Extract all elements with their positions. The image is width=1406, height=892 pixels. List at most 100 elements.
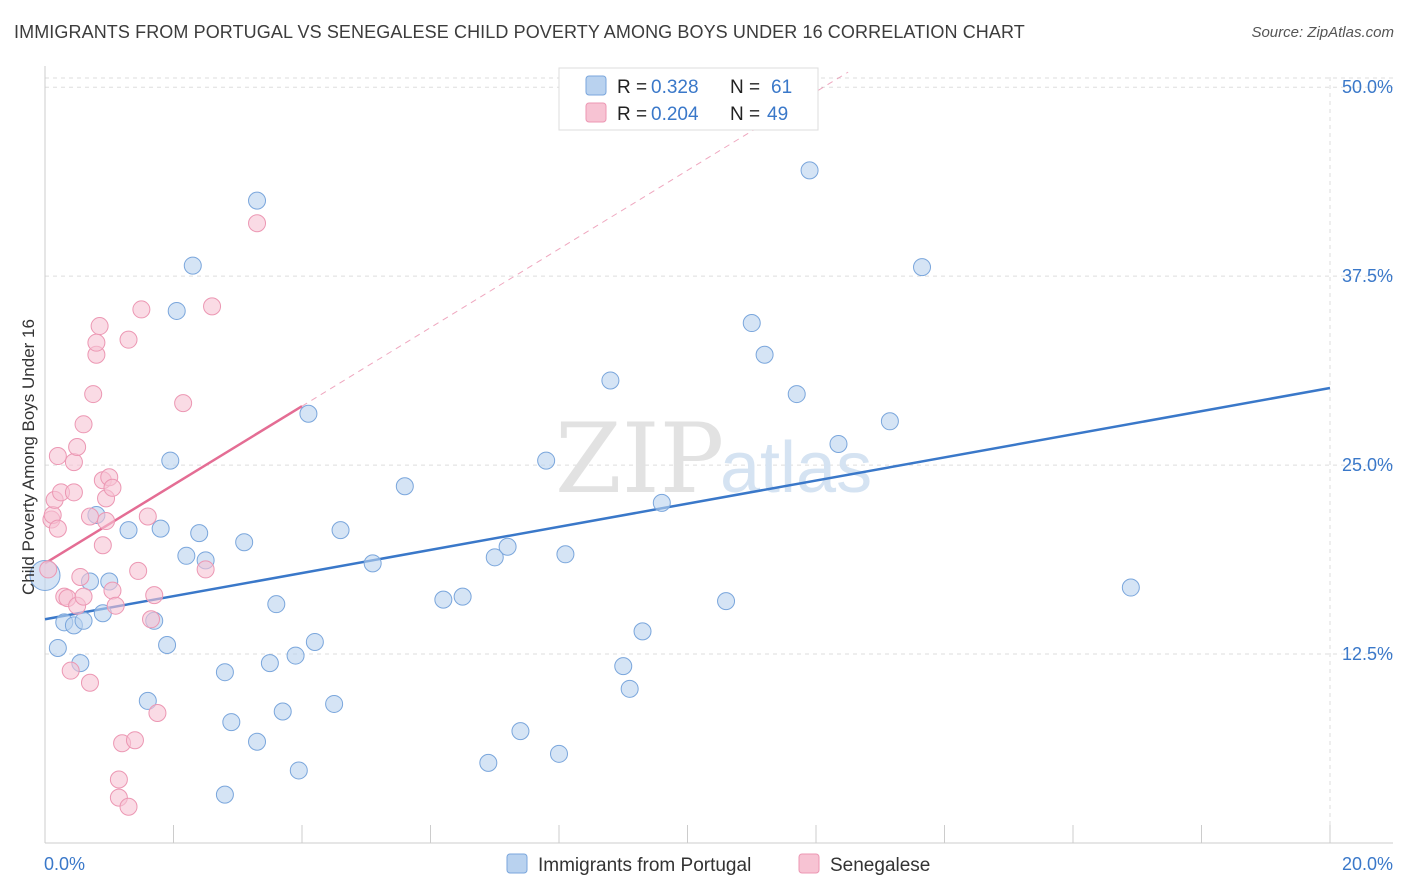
- point-portugal: [633, 622, 652, 641]
- point-portugal: [267, 595, 286, 614]
- point-senegalese: [129, 561, 148, 580]
- point-portugal: [286, 646, 305, 665]
- point-portugal: [183, 256, 202, 275]
- x-tick-labels: 0.0% 20.0%: [44, 854, 1393, 874]
- point-portugal: [363, 554, 382, 573]
- legend-n-value-portugal: 61: [771, 77, 792, 98]
- point-portugal: [235, 533, 254, 552]
- point-senegalese: [74, 415, 93, 434]
- point-senegalese: [125, 731, 144, 750]
- point-senegalese: [148, 704, 167, 723]
- legend-n-value-senegalese: 49: [767, 104, 788, 125]
- point-portugal: [829, 434, 848, 453]
- legend-r-value-senegalese: 0.204: [651, 104, 699, 125]
- point-senegalese: [61, 661, 80, 680]
- legend-swatch-senegalese: [585, 102, 607, 123]
- series-legend: Immigrants from Portugal Senegalese: [506, 853, 930, 876]
- point-senegalese: [80, 507, 99, 526]
- point-senegalese: [64, 453, 83, 472]
- point-portugal: [299, 404, 318, 423]
- y-axis-label: Child Poverty Among Boys Under 16: [19, 319, 38, 595]
- point-portugal: [248, 732, 267, 751]
- correlation-legend: R = 0.328 N = 61 R = 0.204 N = 49: [558, 67, 819, 131]
- point-portugal: [138, 691, 157, 710]
- point-senegalese: [39, 560, 58, 579]
- point-portugal: [273, 702, 292, 721]
- point-senegalese: [132, 300, 151, 319]
- point-senegalese: [145, 586, 164, 605]
- point-portugal: [167, 301, 186, 320]
- point-portugal: [151, 519, 170, 538]
- point-portugal: [498, 537, 517, 556]
- point-senegalese: [80, 673, 99, 692]
- legend-n-label: N =: [730, 77, 760, 98]
- point-senegalese: [97, 512, 116, 531]
- point-portugal: [880, 412, 899, 431]
- point-portugal: [1121, 578, 1140, 597]
- point-senegalese: [203, 297, 222, 316]
- trendline-senegalese: [44, 405, 303, 565]
- point-senegalese: [142, 610, 161, 629]
- legend-n-label: N =: [730, 104, 760, 125]
- chart-title: IMMIGRANTS FROM PORTUGAL VS SENEGALESE C…: [14, 22, 1025, 42]
- point-portugal: [453, 587, 472, 606]
- point-portugal: [511, 722, 530, 741]
- y-tick-labels: 12.5% 25.0% 37.5% 50.0%: [1342, 77, 1393, 664]
- point-portugal: [331, 521, 350, 540]
- point-senegalese: [87, 333, 106, 352]
- point-portugal: [222, 713, 241, 732]
- series-legend-label-senegalese: Senegalese: [830, 855, 930, 876]
- point-senegalese: [84, 385, 103, 404]
- point-senegalese: [48, 519, 67, 538]
- point-senegalese: [90, 317, 109, 336]
- point-portugal: [614, 657, 633, 676]
- x-tick-label-max: 20.0%: [1342, 854, 1393, 874]
- y-tick-label: 50.0%: [1342, 77, 1393, 97]
- point-senegalese: [48, 447, 67, 466]
- point-portugal: [289, 761, 308, 780]
- source-credit: Source: ZipAtlas.com: [1251, 24, 1394, 41]
- point-portugal: [620, 679, 639, 698]
- legend-r-label: R =: [617, 77, 647, 98]
- legend-swatch-portugal: [585, 75, 607, 96]
- point-portugal: [395, 477, 414, 496]
- point-portugal: [215, 785, 234, 804]
- point-portugal: [550, 744, 568, 763]
- point-portugal: [800, 161, 819, 180]
- series-legend-swatch-portugal: [506, 853, 528, 874]
- legend-r-label: R =: [617, 104, 647, 125]
- point-portugal: [652, 493, 671, 512]
- point-senegalese: [103, 478, 122, 497]
- point-senegalese: [119, 797, 138, 816]
- series-legend-swatch-senegalese: [798, 853, 820, 874]
- point-senegalese: [248, 214, 267, 233]
- point-portugal: [537, 451, 556, 470]
- legend-r-value-portugal: 0.328: [651, 77, 699, 98]
- y-tick-label: 25.0%: [1342, 455, 1393, 475]
- point-senegalese: [106, 596, 125, 615]
- point-senegalese: [119, 330, 138, 349]
- point-senegalese: [64, 483, 83, 502]
- watermark-atlas: atlas: [720, 428, 872, 508]
- point-senegalese: [74, 587, 93, 606]
- point-portugal: [190, 524, 209, 543]
- point-portugal: [434, 590, 453, 609]
- point-portugal: [305, 632, 324, 651]
- point-portugal: [119, 521, 138, 540]
- x-tick-label-min: 0.0%: [44, 854, 85, 874]
- point-senegalese: [93, 536, 112, 555]
- point-senegalese: [71, 567, 90, 586]
- watermark-zip: ZIP: [555, 403, 724, 515]
- point-portugal: [161, 451, 180, 470]
- axes: [44, 66, 1393, 844]
- series-legend-label-portugal: Immigrants from Portugal: [538, 855, 751, 876]
- point-portugal: [755, 345, 774, 364]
- point-portugal: [601, 371, 620, 390]
- point-portugal: [325, 694, 344, 713]
- point-portugal: [158, 635, 177, 654]
- point-portugal: [74, 611, 93, 630]
- point-senegalese: [109, 770, 128, 789]
- point-senegalese: [196, 560, 215, 579]
- point-senegalese: [138, 507, 157, 526]
